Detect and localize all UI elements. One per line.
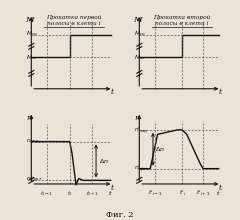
Text: t: t: [111, 88, 114, 96]
Text: $n'_{факт}$: $n'_{факт}$: [134, 163, 152, 174]
Text: M: M: [133, 16, 141, 24]
Text: $n'_{зад}$: $n'_{зад}$: [134, 125, 148, 135]
Text: $t_i$: $t_i$: [67, 189, 72, 198]
Text: $t'_{i+1}$: $t'_{i+1}$: [196, 189, 210, 198]
Text: Прокатка второй
полосы в клети i: Прокатка второй полосы в клети i: [153, 15, 211, 26]
Text: t: t: [111, 185, 114, 192]
Text: Прокатка первой
полосы в клети i: Прокатка первой полосы в клети i: [46, 15, 102, 26]
Text: $t_{i-1}$: $t_{i-1}$: [41, 189, 53, 198]
Text: t: t: [219, 88, 222, 96]
Text: n: n: [134, 114, 140, 122]
Text: $t'_{i-1}$: $t'_{i-1}$: [148, 189, 162, 198]
Text: $t'_i$: $t'_i$: [179, 189, 186, 198]
Text: $\Delta n$: $\Delta n$: [155, 145, 165, 153]
Text: t: t: [219, 185, 222, 192]
Text: $t$: $t$: [216, 189, 221, 197]
Text: n: n: [26, 114, 32, 122]
Text: Фиг. 2: Фиг. 2: [106, 211, 134, 219]
Text: $t$: $t$: [108, 189, 113, 197]
Text: $n_{факт}$: $n_{факт}$: [26, 176, 42, 185]
Text: $t_{i+1}$: $t_{i+1}$: [86, 189, 99, 198]
Text: $M_{пр}$: $M_{пр}$: [26, 29, 38, 40]
Text: $\Delta n$: $\Delta n$: [99, 157, 109, 165]
Text: $M_{хх}$: $M_{хх}$: [26, 53, 38, 62]
Text: $M_{хх}$: $M_{хх}$: [134, 53, 146, 62]
Text: $M_{пр}$: $M_{пр}$: [134, 29, 146, 40]
Text: M: M: [25, 16, 33, 24]
Text: $n_{зад}$: $n_{зад}$: [26, 138, 39, 146]
